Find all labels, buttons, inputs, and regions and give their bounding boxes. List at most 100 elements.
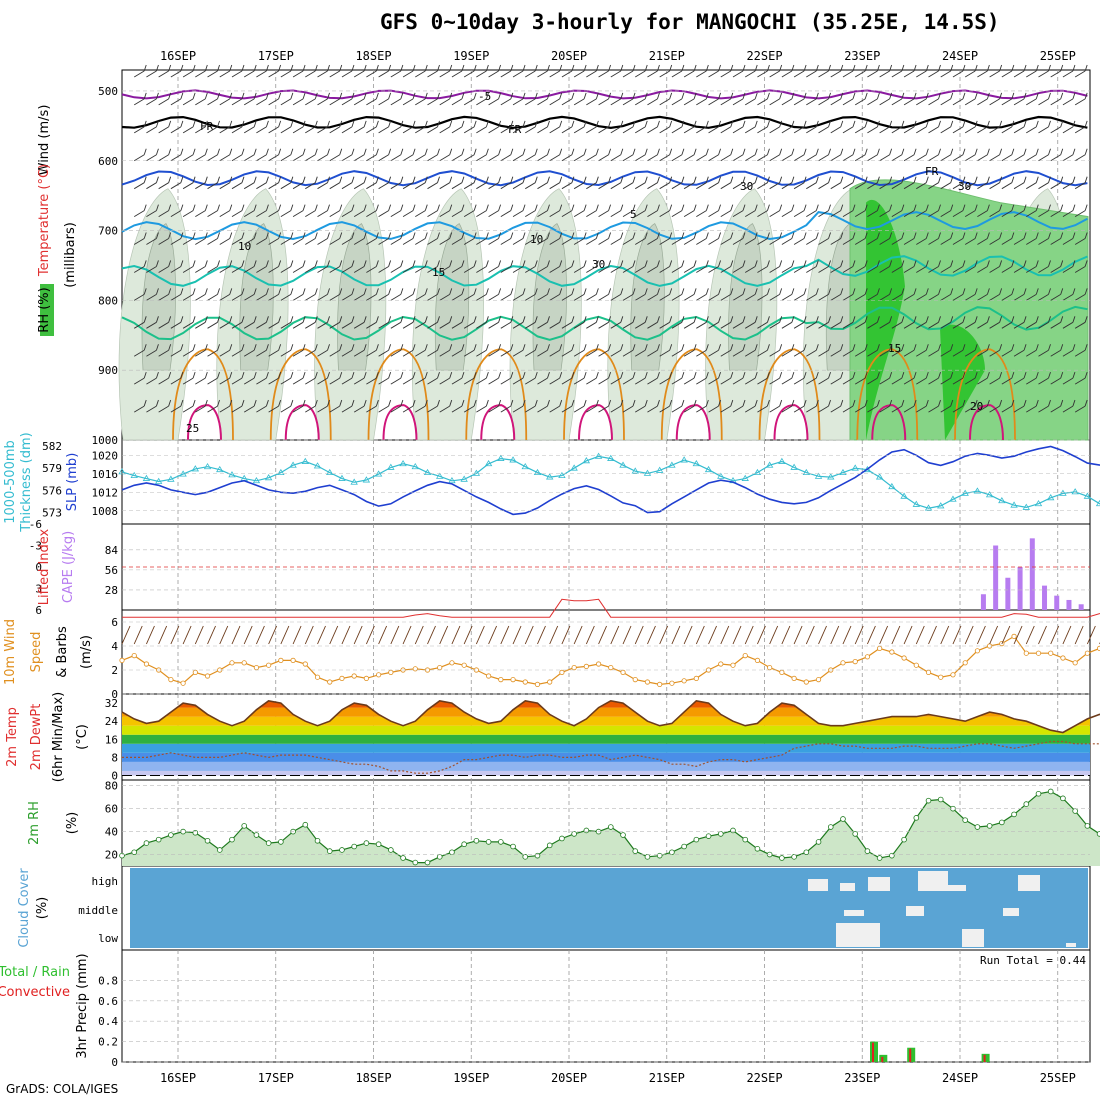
wind-barb (1038, 321, 1049, 329)
wind-barb (779, 344, 783, 351)
wind-barb (366, 377, 377, 385)
wind-barb (950, 176, 954, 183)
wind-barb (718, 344, 721, 351)
wind-barb (534, 316, 538, 323)
wind-barb (302, 372, 306, 379)
wind-barb (363, 120, 367, 127)
wind-barb (791, 148, 795, 155)
wind-barb (754, 232, 758, 239)
wind-barb (864, 260, 868, 267)
wind-barb (696, 238, 707, 245)
wind-barb (876, 120, 880, 127)
wind-barb (754, 260, 758, 267)
wind-barb (375, 148, 379, 155)
wind-barb (815, 120, 819, 127)
wind-barb (375, 120, 379, 127)
wind-barb (1074, 70, 1086, 78)
wind-barb (375, 344, 379, 351)
wind-barb (253, 260, 257, 267)
wind-barb (231, 321, 243, 329)
wind-barb (415, 98, 426, 106)
wind-barb (781, 238, 793, 245)
wind-barb (732, 238, 744, 245)
wind-barb (999, 204, 1003, 211)
rh2m-point (815, 839, 822, 845)
wind-barb (390, 154, 402, 162)
wind-barb-10m (402, 625, 412, 645)
wind-barb-10m (647, 625, 656, 645)
wind-barb (510, 232, 514, 239)
wind-barb (986, 288, 990, 295)
wind-barb (182, 293, 194, 301)
cloud-low-block (1066, 943, 1076, 947)
wind-barb-10m (671, 625, 681, 645)
wind-barb (999, 399, 1003, 407)
wind-barb (402, 266, 414, 273)
rh2m-point (1023, 801, 1030, 807)
wind-barb (449, 288, 453, 295)
wind-barb (977, 70, 988, 78)
wind-barb (180, 316, 184, 323)
wind-barb (1011, 64, 1015, 72)
wind-barb-10m (304, 625, 314, 645)
wind-barb (133, 266, 145, 273)
wind-barb (657, 120, 660, 127)
wind-barb (549, 70, 560, 78)
wind-barb (424, 232, 428, 239)
wind-barb (400, 316, 404, 323)
wind-barb (170, 70, 182, 78)
wind-barb (317, 238, 328, 245)
wind-barb (1050, 266, 1061, 273)
wind-barb (950, 148, 954, 155)
wind-barb (375, 260, 379, 267)
wind-barb (353, 405, 365, 413)
wind-barb (317, 349, 328, 357)
rh2m-point (791, 854, 797, 860)
thickness-point (827, 473, 835, 480)
wind-barb-10m (854, 625, 864, 645)
wind-barb (451, 293, 463, 301)
wind-barb (595, 372, 599, 379)
wind-barb (793, 210, 805, 217)
cape-bar (1042, 585, 1048, 610)
wind-barb (876, 316, 880, 323)
rh2m-point (669, 849, 675, 856)
thickness-point (191, 465, 200, 472)
wind-barb (133, 98, 145, 106)
wind-barb (571, 232, 575, 239)
wind-barb (341, 98, 353, 106)
wind-barb (525, 377, 536, 385)
wind-barb (840, 344, 844, 351)
cape-bar (1066, 599, 1072, 610)
wind-barb (302, 288, 306, 295)
wind-barb (925, 372, 929, 379)
rh2m-point (901, 836, 907, 843)
wind-barb (547, 64, 550, 72)
rh2m-point (119, 852, 125, 859)
wind-barb (916, 210, 927, 217)
wind-barb (622, 98, 634, 106)
wind-barb (767, 176, 770, 183)
wind-barb (635, 293, 646, 301)
wind-barb (705, 316, 709, 323)
wind-barb (806, 405, 817, 413)
wind-barb-10m (439, 625, 449, 645)
wind-barb (500, 126, 512, 134)
wind-barb (730, 344, 734, 351)
wind-barb (229, 260, 233, 267)
wind-barb (439, 321, 450, 329)
wind-barb (622, 321, 634, 329)
wind-barb (635, 210, 646, 217)
wind-barb (351, 288, 355, 295)
wind-barb (889, 232, 893, 239)
wind-barb (241, 92, 245, 100)
wind-barb (852, 204, 856, 211)
wind-barb (644, 288, 648, 295)
wind-barb (830, 377, 841, 385)
thickness-point (326, 468, 334, 476)
wind-barb (378, 182, 389, 190)
wind-barb (647, 70, 658, 78)
wind-barb (586, 182, 597, 190)
wind-barb (803, 204, 807, 211)
wind-barb (476, 182, 487, 190)
